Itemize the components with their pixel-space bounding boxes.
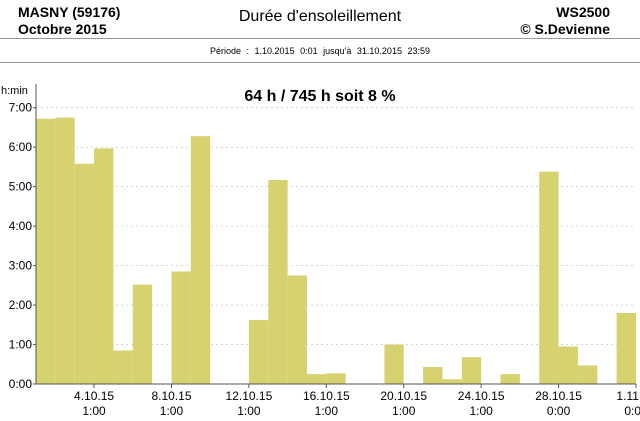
- x-tick-time-label: 1:00: [392, 404, 416, 418]
- x-tick-date-label: 24.10.15: [458, 389, 505, 403]
- x-tick-time-label: 1:00: [469, 404, 493, 418]
- period-end: 31.10.2015: [356, 46, 402, 56]
- x-tick-date-label: 12.10.15: [226, 389, 273, 403]
- bar-6.10.15: [132, 284, 153, 384]
- bar-16.10.15: [326, 373, 346, 384]
- y-tick-label: 3:00: [9, 259, 33, 273]
- station-name: MASNY (59176): [18, 4, 121, 20]
- bar-19.10.15: [384, 344, 404, 384]
- y-tick-label: 2:00: [9, 298, 33, 312]
- x-tick-time-label: 0:00: [547, 404, 571, 418]
- x-tick-date-label: 4.10.15: [74, 389, 114, 403]
- y-axis-label: h:min: [1, 85, 28, 97]
- period-label: Période :: [209, 46, 250, 56]
- x-tick-date-label: 8.10.15: [151, 389, 191, 403]
- bar-13.10.15: [268, 179, 288, 384]
- bar-8.10.15: [171, 271, 191, 384]
- x-tick-date-label: 28.10.15: [535, 389, 582, 403]
- bar-12.10.15: [248, 320, 269, 384]
- y-tick-label: 7:00: [9, 101, 33, 115]
- y-tick-label: 1:00: [9, 338, 33, 352]
- bar-15.10.15: [306, 374, 327, 384]
- month-label: Octobre 2015: [18, 21, 107, 37]
- y-tick-label: 5:00: [9, 180, 33, 194]
- bar-28.10.15: [558, 346, 578, 384]
- bar-9.10.15: [190, 136, 211, 384]
- chart-title: Durée d'ensoleillement: [238, 8, 402, 25]
- header-divider: [0, 38, 640, 39]
- x-tick-time-label: 1:00: [315, 404, 339, 418]
- x-tick-time-label: 1:00: [237, 404, 261, 418]
- period-divider: [0, 62, 640, 63]
- period-until: jusqu'à: [323, 46, 352, 56]
- bar-3.10.15: [74, 163, 95, 384]
- x-tick-date-label: 16.10.15: [303, 389, 350, 403]
- copyright-label: © S.Devienne: [520, 21, 610, 37]
- bar-5.10.15: [113, 350, 133, 384]
- bar-14.10.15: [287, 275, 307, 384]
- axes: 0:001:002:003:004:005:006:007:004.10.151…: [9, 84, 640, 418]
- bar-2.10.15: [55, 117, 75, 384]
- bars: [36, 117, 636, 384]
- period-start-time: 0:01: [300, 46, 318, 56]
- y-tick-label: 4:00: [9, 219, 33, 233]
- device-name: WS2500: [556, 4, 610, 20]
- period-start: 1.10.2015: [254, 46, 295, 56]
- x-tick-time-label: 0:00: [624, 404, 640, 418]
- bar-4.10.15: [94, 148, 114, 384]
- summary-text: 64 h / 745 h soit 8 %: [244, 88, 396, 105]
- bar-1.10.15: [36, 118, 56, 384]
- bar-22.10.15: [442, 379, 462, 384]
- bar-27.10.15: [539, 171, 559, 384]
- period-line: Période : 1.10.2015 0:01 jusqu'à 31.10.2…: [0, 46, 640, 56]
- x-tick-time-label: 1:00: [82, 404, 106, 418]
- period-end-time: 23:59: [407, 46, 430, 56]
- bar-21.10.15: [423, 367, 443, 384]
- y-tick-label: 6:00: [9, 140, 33, 154]
- bar-25.10.15: [500, 374, 520, 384]
- bar-29.10.15: [577, 365, 598, 384]
- x-tick-time-label: 1:00: [160, 404, 184, 418]
- bar-31.10.15: [616, 312, 636, 384]
- y-tick-label: 0:00: [9, 377, 33, 391]
- x-tick-date-label: 20.10.15: [380, 389, 427, 403]
- bar-23.10.15: [461, 357, 482, 384]
- x-tick-date-label: 1.11.15: [616, 389, 640, 403]
